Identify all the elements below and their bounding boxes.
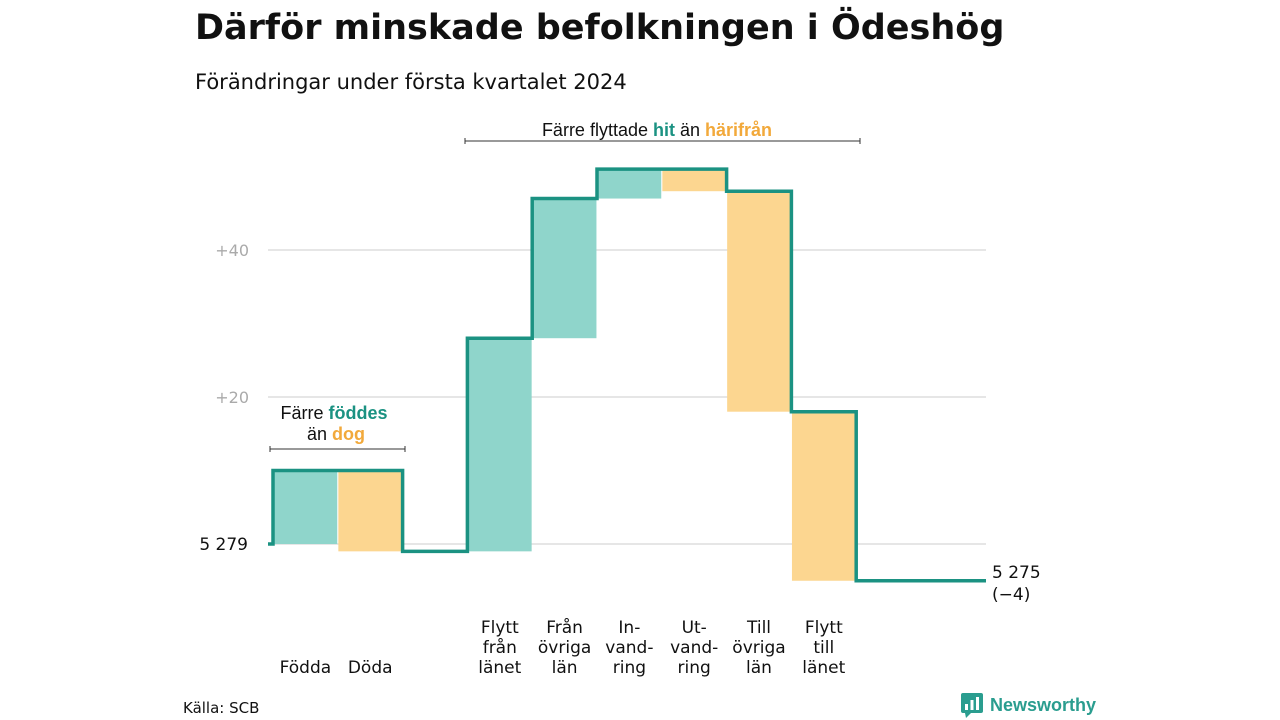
annotation-highlight: härifrån <box>705 120 772 140</box>
category-label: Födda <box>280 658 332 678</box>
waterfall-bar <box>273 470 338 544</box>
category-label: län <box>746 658 772 678</box>
waterfall-bar <box>662 169 727 192</box>
step-line <box>268 167 986 583</box>
category-label: ring <box>678 658 711 678</box>
waterfall-bar <box>338 470 403 552</box>
waterfall-bar <box>791 411 856 581</box>
waterfall-bar <box>727 191 791 412</box>
page-title: Därför minskade befolkningen i Ödeshög <box>195 8 1005 48</box>
waterfall-bar <box>597 169 662 199</box>
category-label: Från <box>546 617 583 638</box>
category-label: länet <box>478 658 521 678</box>
births-annotation-line2: än dog <box>307 424 365 444</box>
brand-logo: Newsworthy <box>960 692 1096 718</box>
category-label: Döda <box>348 658 393 678</box>
annotation-text: Färre flyttade <box>542 120 653 140</box>
migration-annotation: Färre flyttade hit än härifrån <box>542 120 772 140</box>
source-note: Källa: SCB <box>183 699 260 717</box>
annotation-text: än <box>307 424 332 444</box>
brand-name: Newsworthy <box>990 694 1097 715</box>
category-label: Flytt <box>481 618 519 638</box>
category-label: Till <box>746 618 771 638</box>
category-label: vand- <box>670 638 718 658</box>
category-label: vand- <box>605 638 653 658</box>
category-label: från <box>483 637 517 658</box>
newsworthy-logo-icon <box>961 693 983 718</box>
category-label: länet <box>802 658 845 678</box>
annotation-text: än <box>675 120 705 140</box>
category-label: övriga <box>732 638 785 658</box>
category-label: Ut- <box>682 618 707 638</box>
births-annotation-line1: Färre föddes <box>280 403 387 423</box>
annotation-highlight: hit <box>653 120 675 140</box>
category-label: län <box>552 658 578 678</box>
category-label: övriga <box>538 638 591 658</box>
annotation-text: Färre <box>280 403 328 423</box>
end-change-label: (−4) <box>992 585 1030 605</box>
category-label: Flytt <box>805 618 843 638</box>
page-subtitle: Förändringar under första kvartalet 2024 <box>195 70 627 94</box>
waterfall-bar <box>532 198 597 339</box>
category-label: till <box>813 638 834 658</box>
y-tick-label: +40 <box>215 241 249 260</box>
start-value-label: 5 279 <box>199 535 248 555</box>
end-value-label: 5 275 <box>992 563 1041 583</box>
y-tick-label: +20 <box>215 388 249 407</box>
annotation-highlight: föddes <box>329 403 388 423</box>
category-label: ring <box>613 658 646 678</box>
category-label: In- <box>618 618 640 638</box>
annotation-highlight: dog <box>332 424 365 444</box>
waterfall-bar <box>467 338 532 552</box>
